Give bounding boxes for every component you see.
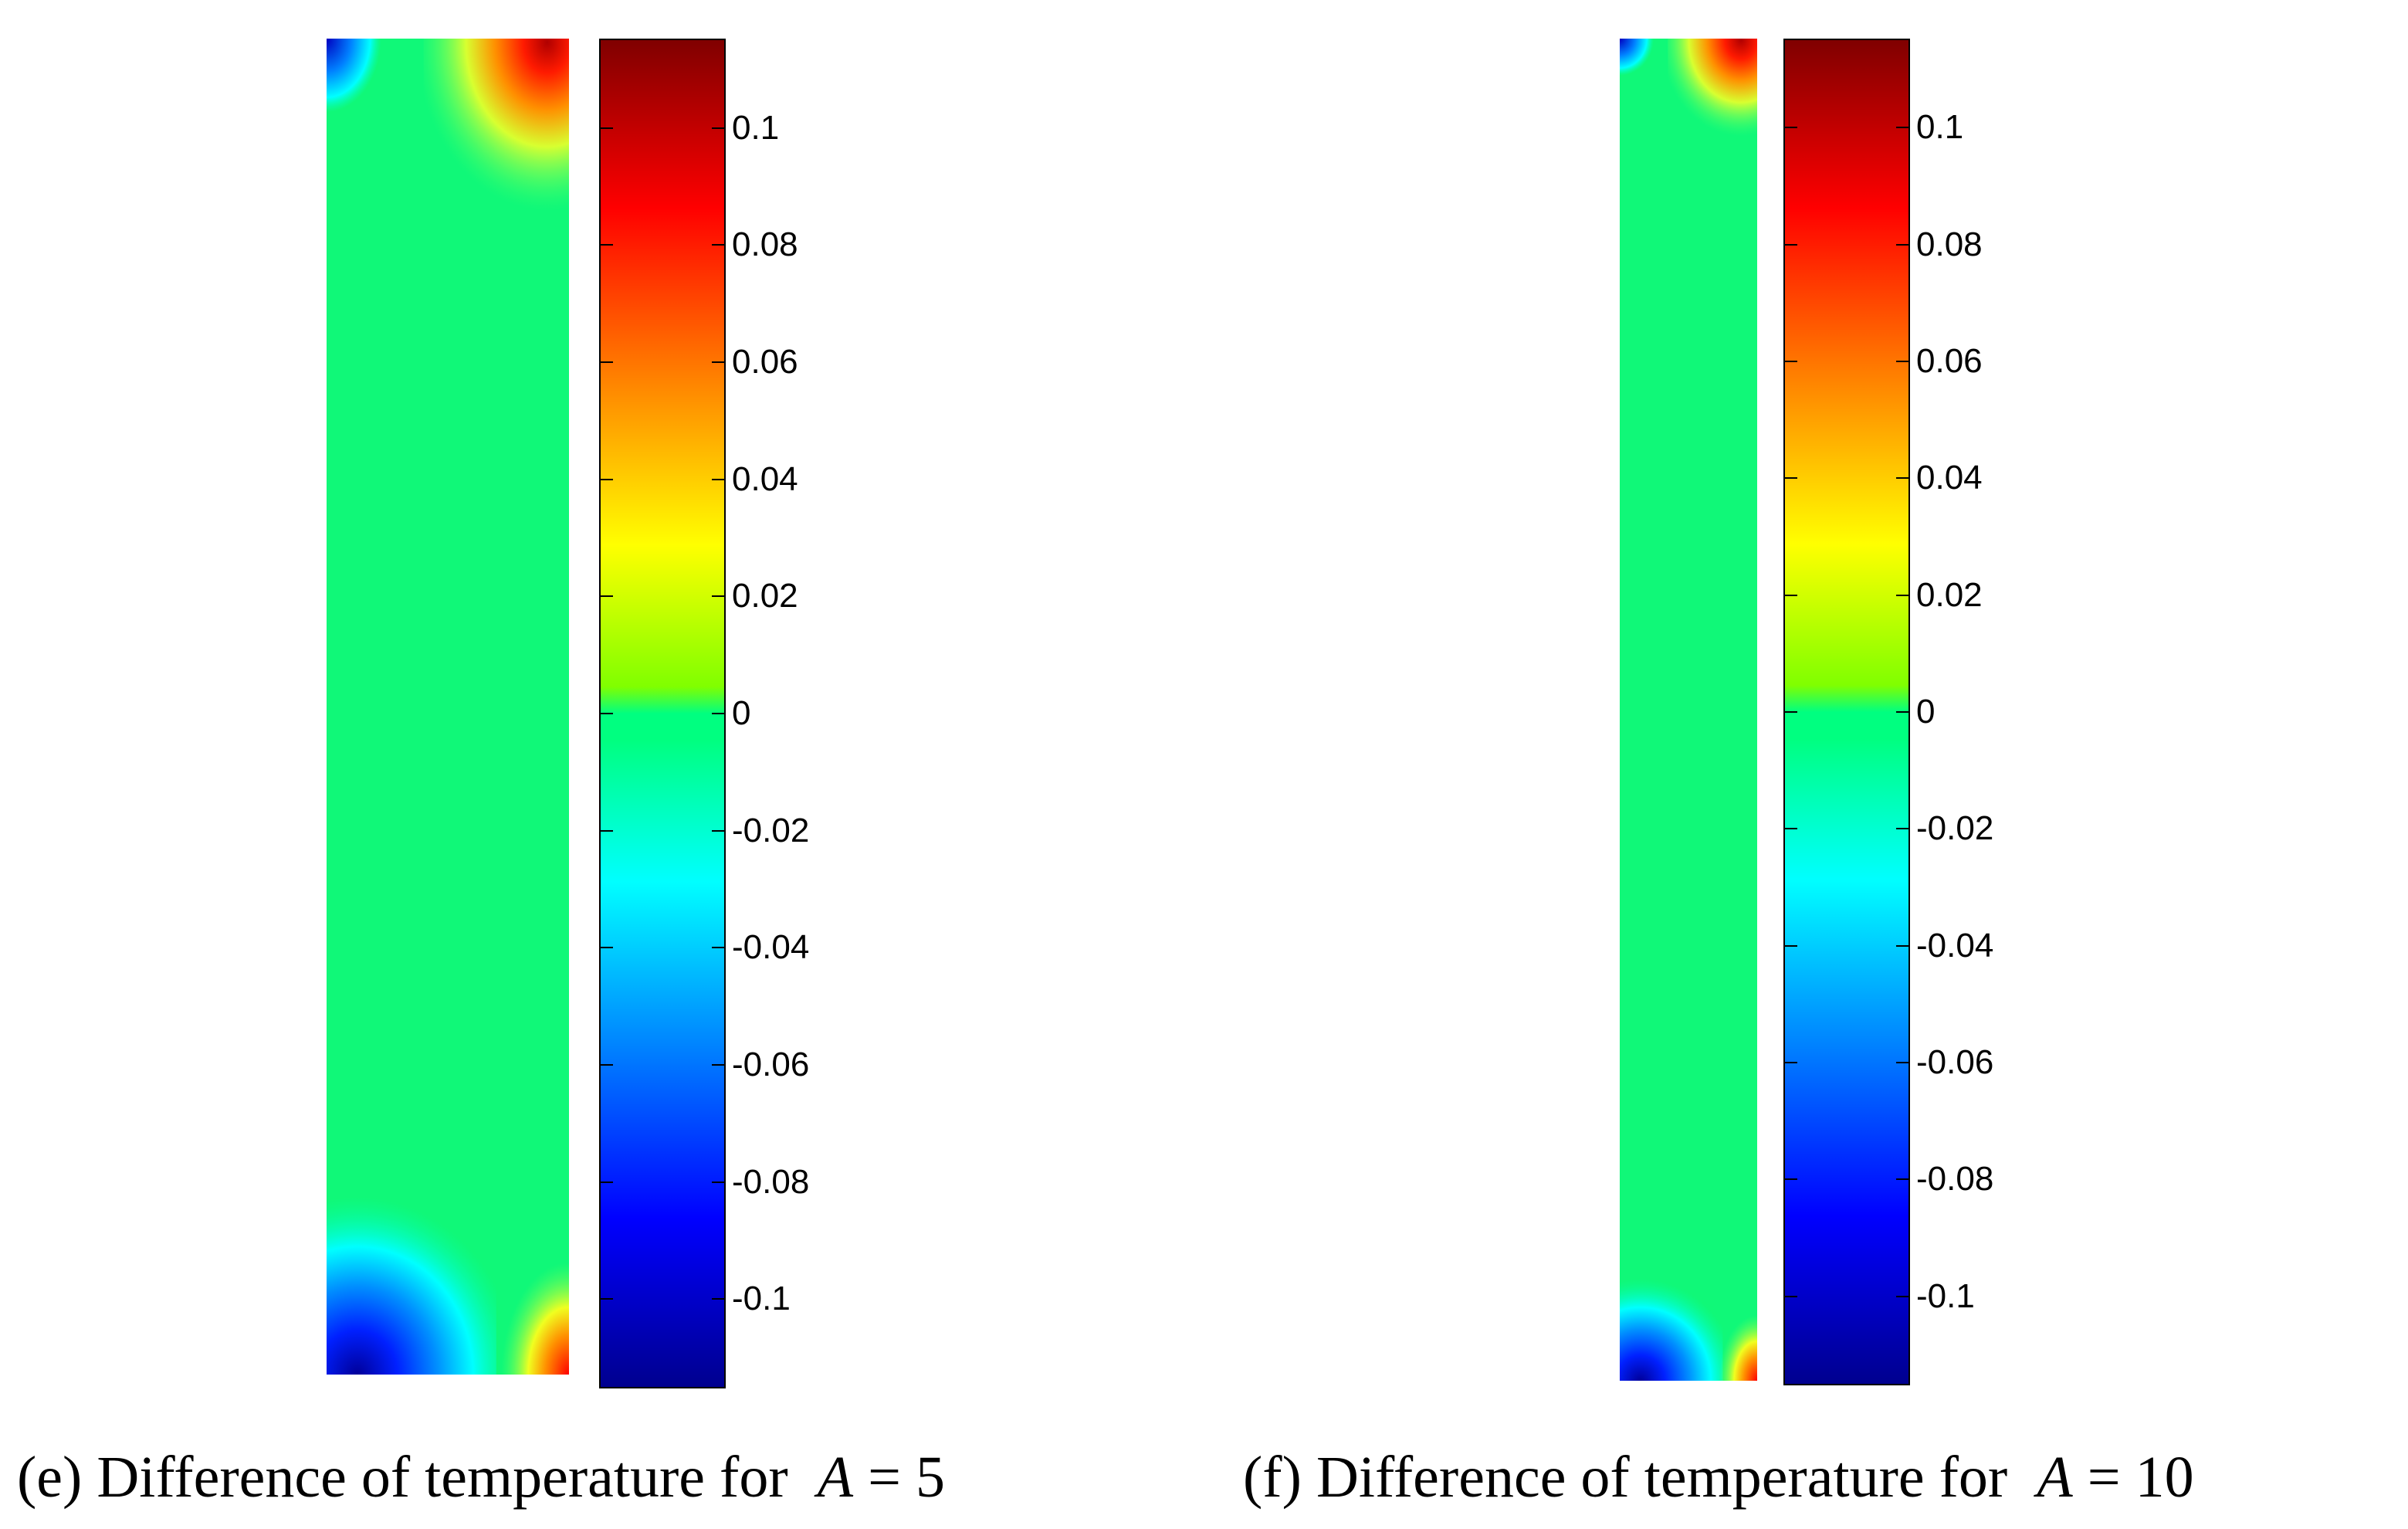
colorbar-e-tick-label: 0.08 xyxy=(732,225,798,264)
colorbar-f-tick-l xyxy=(1785,477,1797,480)
colorbar-f-tick-r xyxy=(1896,711,1908,713)
colorbar-f-tick-r xyxy=(1896,1061,1908,1063)
colorbar-f-tick-label: 0.1 xyxy=(1916,108,1964,147)
colorbar-f-tick-l xyxy=(1785,828,1797,830)
colorbar-e-tick-r xyxy=(712,1063,724,1066)
caption-e-relation: = xyxy=(868,1445,901,1510)
colorbar-e-tick-l xyxy=(601,127,613,129)
colorbar-f-tick-label: -0.02 xyxy=(1916,809,1994,848)
colorbar-e-tick-label: -0.02 xyxy=(732,811,810,849)
caption-f-value: 10 xyxy=(2135,1445,2194,1510)
colorbar-f-tick-label: 0.04 xyxy=(1916,459,1983,497)
colorbar-e-tick-r xyxy=(712,1298,724,1300)
colorbar-e-tick-l xyxy=(601,1181,613,1183)
colorbar-e-tick-l xyxy=(601,713,613,714)
colorbar-f-tick-l xyxy=(1785,594,1797,596)
colorbar-f-tick-r xyxy=(1896,361,1908,363)
colorbar-e-tick-r xyxy=(712,829,724,832)
colorbar-e-tick-label: 0.02 xyxy=(732,577,798,615)
colorbar-e-tick-r xyxy=(712,713,724,714)
colorbar-f-tick-label: 0.08 xyxy=(1916,225,1983,263)
colorbar-f-tick-label: 0 xyxy=(1916,693,1936,731)
colorbar-f-tick-r xyxy=(1896,828,1908,830)
colorbar-e-tick-l xyxy=(601,1298,613,1300)
panel-f: 0.1 0.08 0.06 0.04 0.02 0 -0.02 -0.04 -0.06 -0.08… xyxy=(1204,0,2408,1529)
caption-f-label: (f) xyxy=(1243,1445,1302,1510)
colorbar-e-tick-label: -0.08 xyxy=(732,1162,810,1201)
colorbar-f-tick-l xyxy=(1785,1061,1797,1063)
colorbar-f-tick-label: 0.06 xyxy=(1916,342,1983,381)
colorbar-e xyxy=(599,39,726,1388)
colorbar-e-tick-label: -0.04 xyxy=(732,928,810,967)
caption-e: (e) Difference of temperature for A = 5 xyxy=(17,1448,945,1507)
colorbar-f-tick-label: -0.04 xyxy=(1916,926,1994,965)
colorbar-e-tick-l xyxy=(601,1063,613,1066)
colorbar-e-tick-r xyxy=(712,947,724,949)
colorbar-f-tick-l xyxy=(1785,127,1797,129)
colorbar-f-tick-r xyxy=(1896,1295,1908,1297)
caption-f-text: Difference of temperature for xyxy=(1316,1445,2008,1510)
caption-f-symbol: A xyxy=(2037,1445,2073,1510)
colorbar-f xyxy=(1783,39,1910,1385)
colorbar-e-tick-l xyxy=(601,829,613,832)
colorbar-f-tick-l xyxy=(1785,944,1797,947)
colorbar-e-tick-r xyxy=(712,478,724,480)
colorbar-f-tick-l xyxy=(1785,1178,1797,1181)
colorbar-f-tick-label: -0.1 xyxy=(1916,1276,1975,1315)
colorbar-e-tick-r xyxy=(712,1181,724,1183)
colorbar-f-tick-r xyxy=(1896,243,1908,246)
colorbar-e-tick-label: 0.04 xyxy=(732,459,798,498)
colorbar-f-tick-r xyxy=(1896,127,1908,129)
colorbar-e-tick-l xyxy=(601,947,613,949)
colorbar-e-tick-r xyxy=(712,127,724,129)
colorbar-e-tick-l xyxy=(601,478,613,480)
colorbar-e-tick-label: 0.06 xyxy=(732,343,798,381)
caption-e-text: Difference of temperature for xyxy=(97,1445,788,1510)
caption-e-label: (e) xyxy=(17,1445,83,1510)
colorbar-e-tick-l xyxy=(601,244,613,246)
colorbar-f-tick-l xyxy=(1785,1295,1797,1297)
colorbar-e-tick-r xyxy=(712,361,724,364)
colorbar-f-tick-r xyxy=(1896,1178,1908,1181)
caption-e-value: 5 xyxy=(915,1445,945,1510)
colorbar-e-tick-label: 0 xyxy=(732,694,751,732)
panel-e: 0.1 0.08 0.06 0.04 0.02 0 -0.02 -0.04 -0.06 -0.08… xyxy=(17,39,945,1507)
heatmap-e xyxy=(327,39,569,1375)
colorbar-e-tick-l xyxy=(601,595,613,598)
heatmap-f xyxy=(1620,39,1757,1381)
colorbar-f-tick-l xyxy=(1785,361,1797,363)
colorbar-e-tick-l xyxy=(601,361,613,364)
colorbar-f-tick-r xyxy=(1896,594,1908,596)
colorbar-e-tick-label: -0.1 xyxy=(732,1280,791,1318)
colorbar-f-tick-r xyxy=(1896,477,1908,480)
colorbar-f-tick-label: -0.08 xyxy=(1916,1160,1994,1198)
caption-f: (f) Difference of temperature for A = 10 xyxy=(1243,1448,2194,1507)
colorbar-e-tick-label: -0.06 xyxy=(732,1045,810,1083)
colorbar-f-tick-label: -0.06 xyxy=(1916,1042,1994,1081)
colorbar-f-tick-label: 0.02 xyxy=(1916,575,1983,614)
caption-f-relation: = xyxy=(2087,1445,2121,1510)
colorbar-f-tick-r xyxy=(1896,944,1908,947)
colorbar-f-tick-l xyxy=(1785,711,1797,713)
colorbar-e-tick-r xyxy=(712,595,724,598)
colorbar-e-tick-r xyxy=(712,244,724,246)
caption-e-symbol: A xyxy=(817,1445,854,1510)
colorbar-f-tick-l xyxy=(1785,243,1797,246)
colorbar-e-tick-label: 0.1 xyxy=(732,108,780,147)
